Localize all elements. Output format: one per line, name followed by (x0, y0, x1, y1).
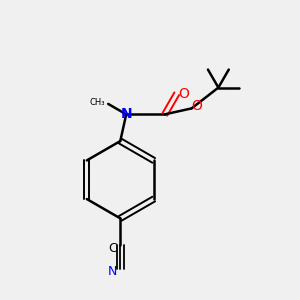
Text: CH₃: CH₃ (90, 98, 105, 107)
Text: O: O (178, 87, 189, 101)
Text: O: O (191, 99, 203, 113)
Text: N: N (108, 266, 118, 278)
Text: C: C (109, 242, 117, 255)
Text: N: N (120, 107, 132, 121)
